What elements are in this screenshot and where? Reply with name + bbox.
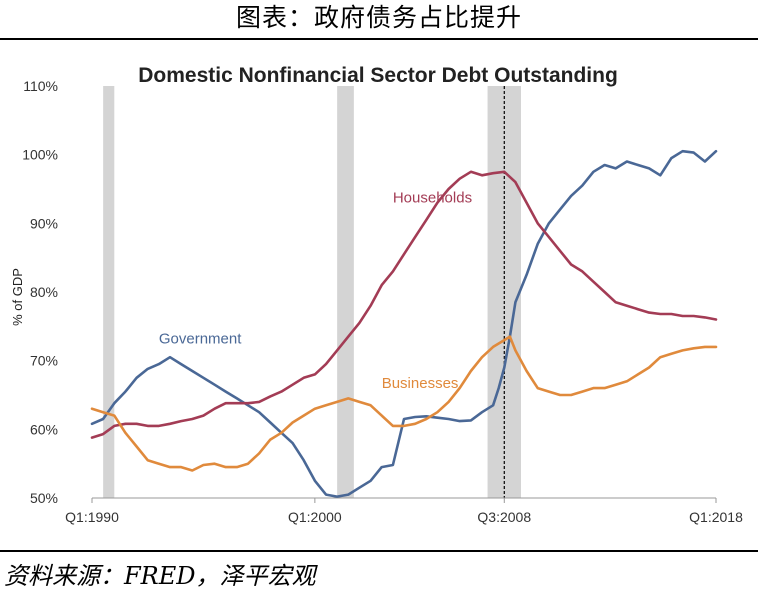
series-label-businesses: Businesses: [382, 375, 459, 392]
top-divider: [0, 38, 758, 40]
chart-title: Domestic Nonfinancial Sector Debt Outsta…: [138, 64, 618, 87]
series-label-government: Government: [159, 331, 242, 348]
y-tick-label: 50%: [30, 490, 58, 506]
y-tick-label: 100%: [22, 147, 58, 163]
series-label-households: Households: [393, 190, 472, 207]
y-tick-label: 110%: [23, 78, 58, 94]
axes: 50% 60% 70% 80% 90% 100% 110% Q1:1990 Q1:2000 Q3:…: [22, 78, 743, 525]
x-tick-label: Q1:2000: [288, 509, 342, 525]
series-lines: [90, 149, 718, 498]
y-axis-label: % of GDP: [10, 268, 25, 326]
recession-band-1: [103, 86, 115, 498]
page-title: 图表：政府债务占比提升: [235, 3, 522, 32]
x-tick-label: Q1:2018: [689, 509, 743, 525]
x-tick-label: Q1:1990: [65, 509, 119, 525]
series-line-businesses: [90, 335, 718, 472]
y-tick-label: 80%: [30, 284, 58, 300]
y-tick-label: 70%: [30, 353, 58, 369]
bottom-divider: [0, 550, 758, 552]
source-note: 资料来源：FRED，泽平宏观: [4, 562, 316, 590]
x-tick-label: Q3:2008: [477, 509, 531, 525]
debt-line-chart: 50% 60% 70% 80% 90% 100% 110% Q1:1990 Q1:2000 Q3:…: [10, 64, 743, 525]
recession-shading: [103, 86, 521, 498]
y-tick-label: 60%: [30, 421, 58, 437]
series-labels: Households Government Businesses: [159, 190, 472, 392]
recession-band-2: [337, 86, 354, 498]
series-line-households: [90, 170, 718, 439]
series-line-government: [90, 149, 718, 498]
y-tick-label: 90%: [30, 215, 58, 231]
